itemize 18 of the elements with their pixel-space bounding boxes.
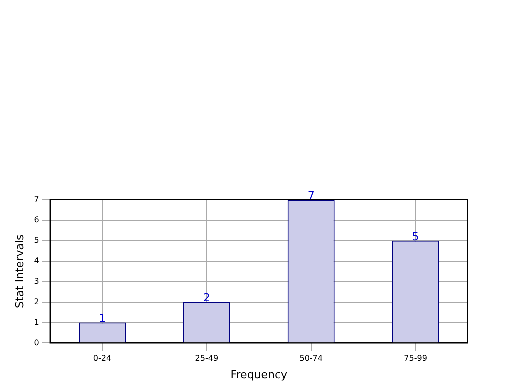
data-label: 2 [203, 292, 210, 305]
data-label: 5 [412, 230, 420, 244]
x-tick-label: 75-99 [404, 354, 428, 364]
y-tick-label: 2 [34, 297, 40, 306]
x-tick-label: 0-24 [93, 354, 112, 364]
y-tick-label: 6 [34, 216, 40, 225]
y-tick-label: 0 [34, 338, 40, 348]
y-tick-label: 1 [34, 318, 40, 327]
y-tick-label: 3 [34, 276, 40, 286]
data-label: 7 [308, 189, 315, 202]
y-tick-label: 5 [34, 236, 40, 245]
x-axis-title: Frequency [230, 368, 288, 382]
data-label: 1 [99, 312, 106, 326]
x-tick-label: 50-74 [300, 354, 323, 364]
y-axis-title: Stat Intervals [13, 234, 26, 308]
y-tick-label: 7 [34, 195, 40, 204]
y-tick-label: 4 [34, 256, 40, 266]
x-tick-label: 25-49 [195, 354, 219, 364]
